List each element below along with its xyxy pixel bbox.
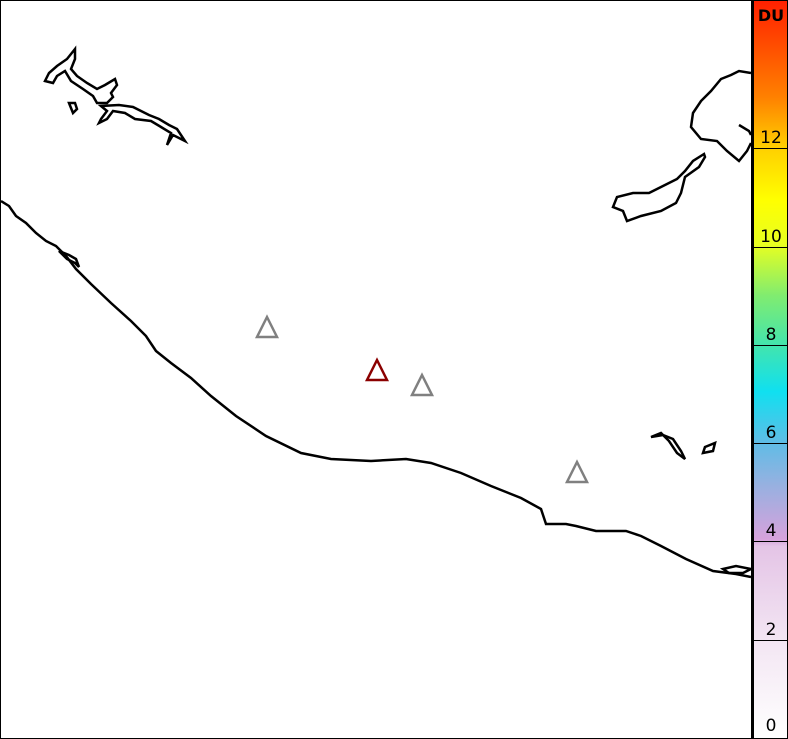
coastline-gulf-island <box>58 249 81 268</box>
map-svg <box>0 45 755 579</box>
coastline-southeast-islands <box>650 431 755 575</box>
coastline-northwest-island <box>43 45 189 146</box>
coastline-mainland <box>0 199 752 579</box>
colorbar-tick-label: 12 <box>760 128 782 149</box>
volcano-triangle-icon[interactable] <box>254 314 280 339</box>
volcano-markers <box>254 314 590 484</box>
volcano-triangle-icon[interactable] <box>364 357 390 382</box>
colorbar-unit-label: DU <box>757 6 785 25</box>
coastline-northeast-landmass <box>611 69 753 223</box>
colorbar-tick-label: 6 <box>765 423 777 444</box>
colorbar: DU 0 2 4 6 8 10 12 <box>752 0 788 739</box>
colorbar-tick <box>754 246 788 248</box>
colorbar-tick <box>754 148 788 150</box>
colorbar-tick-label: 0 <box>765 716 777 736</box>
colorbar-tick <box>754 443 788 445</box>
map-panel <box>0 0 755 739</box>
colorbar-tick <box>754 344 788 346</box>
colorbar-tick <box>754 639 788 641</box>
volcano-triangle-icon[interactable] <box>564 459 590 484</box>
volcano-triangle-icon[interactable] <box>409 372 435 397</box>
colorbar-tick-label: 2 <box>765 619 777 640</box>
colorbar-tick-label: 8 <box>765 324 777 345</box>
colorbar-tick-label: 10 <box>760 226 782 247</box>
colorbar-tick <box>754 541 788 543</box>
colorbar-tick-label: 4 <box>765 521 777 542</box>
